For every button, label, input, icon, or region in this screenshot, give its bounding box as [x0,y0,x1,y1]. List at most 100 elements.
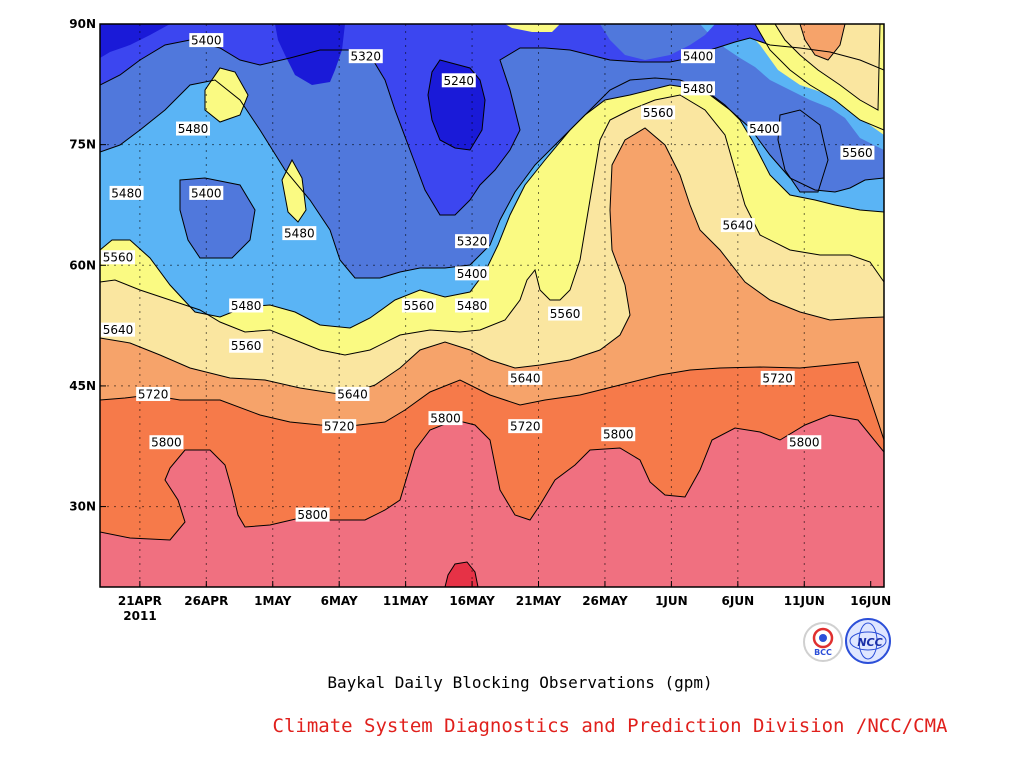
contour-line-5640-ne [774,24,881,111]
contour-line-5240 [427,59,486,151]
contour-labels: 5400 5320 5240 5400 5480 5560 5400 5560 5480 5480… [101,33,875,522]
contour-label: 5560 [641,105,676,120]
contour-label-text: 5400 [683,50,714,64]
x-tick-label: 26APR [184,594,228,608]
contour-line-5720 [100,361,884,441]
x-tick-label: 16JUN [850,594,891,608]
contour-label-text: 5400 [191,34,222,48]
contour-label: 5640 [508,370,543,385]
contour-line-5480-island [204,67,249,123]
contour-label: 5640 [720,218,755,233]
y-tick-label: 90N [69,17,96,31]
contour-label: 5560 [401,298,436,313]
contour-label-text: 5480 [178,122,209,136]
contour-label-text: 5640 [103,323,134,337]
contour-label-text: 5800 [789,436,820,450]
x-tick-label: 6MAY [321,594,358,608]
contour-label-bg [720,218,755,233]
contour-label-bg [136,386,171,401]
contour-label: 5720 [322,419,357,434]
x-tick-label: 1MAY [254,594,291,608]
contour-label-bg [401,298,436,313]
contour-label-bg [149,435,184,450]
band-5480-5560-sliver [282,160,306,222]
y-tick-label: 45N [69,379,96,393]
band-5480-5560-north [505,24,560,32]
contour-line-5720-ne [799,24,846,61]
credit-line: Climate System Diagnostics and Predictio… [273,715,948,737]
contour-label-text: 5400 [457,267,488,281]
contour-label: 5800 [601,427,636,442]
contour-line-5480 [100,77,884,329]
contour-label-bg [508,370,543,385]
plot-frame [99,23,885,588]
contour-line-5400 [100,79,884,279]
contour-label: 5240 [441,73,476,88]
contour-label: 5560 [229,338,264,353]
contour-label: 5400 [189,33,224,48]
contour-label: 5800 [295,507,330,522]
band-below-5240 [100,24,485,150]
bcc-logo-text: BCC [814,648,832,657]
contour-label: 5560 [548,306,583,321]
contour-label: 5480 [455,298,490,313]
contour-label: 5480 [680,81,715,96]
contour-label-text: 5640 [510,371,541,385]
contour-label-bg [229,338,264,353]
contour-label-bg [455,266,490,281]
contour-label-bg [641,105,676,120]
x-tick-label: 21MAY [516,594,562,608]
contour-label-text: 5560 [103,251,134,265]
x-tick-label: 21APR [118,594,162,608]
contour-label-bg [441,73,476,88]
contour-label-text: 5400 [749,122,780,136]
y-tick-label: 30N [69,500,96,514]
contour-label: 5720 [508,419,543,434]
contour-label-text: 5320 [457,235,488,249]
contour-label-bg [747,121,782,136]
contour-label: 5560 [101,250,135,265]
contour-label-bg [840,145,875,160]
contour-line-5560-ne [754,24,884,131]
x-axis-year-label: 2011 [123,609,156,623]
x-tick-label: 11MAY [383,594,429,608]
contour-label: 5320 [348,49,383,64]
contour-label-text: 5800 [430,412,461,426]
contour-label-bg [189,33,224,48]
contour-label-text: 5800 [297,508,328,522]
contour-label: 5800 [149,435,184,450]
contour-label-bg [760,370,795,385]
contour-label-text: 5480 [111,186,142,200]
contour-label: 5720 [136,386,171,401]
contour-label: 5400 [455,266,490,281]
contour-label-text: 5560 [842,146,873,160]
contour-label-text: 5720 [762,371,793,385]
contour-label-text: 5560 [550,307,581,321]
contour-label-text: 5560 [643,106,674,120]
band-5640-5720-ne [800,24,845,60]
contour-label-bg [101,250,135,265]
contour-label-text: 5480 [284,227,315,241]
contour-label-bg [322,419,357,434]
contour-label: 5320 [455,234,490,249]
contour-label-text: 5560 [404,299,435,313]
contour-label-bg [455,234,490,249]
contour-label: 5400 [747,121,782,136]
contour-label: 5480 [229,298,264,313]
contour-line-5480-sliver [281,158,307,223]
x-tick-label: 16MAY [449,594,495,608]
contour-line-5320 [100,37,884,216]
contour-label-text: 5640 [723,219,754,233]
contour-line-5400-island-2 [777,109,829,193]
contour-label-text: 5800 [603,428,634,442]
band-5240-5320 [100,24,884,215]
contour-label: 5640 [101,322,135,337]
y-tick-label: 60N [69,258,96,272]
x-tick-label: 11JUN [784,594,825,608]
contour-label-text: 5560 [231,339,262,353]
contour-label-text: 5400 [191,186,222,200]
contour-label-text: 5480 [231,299,262,313]
contour-line-5800 [100,414,884,541]
ncc-logo: NCC [845,618,891,664]
